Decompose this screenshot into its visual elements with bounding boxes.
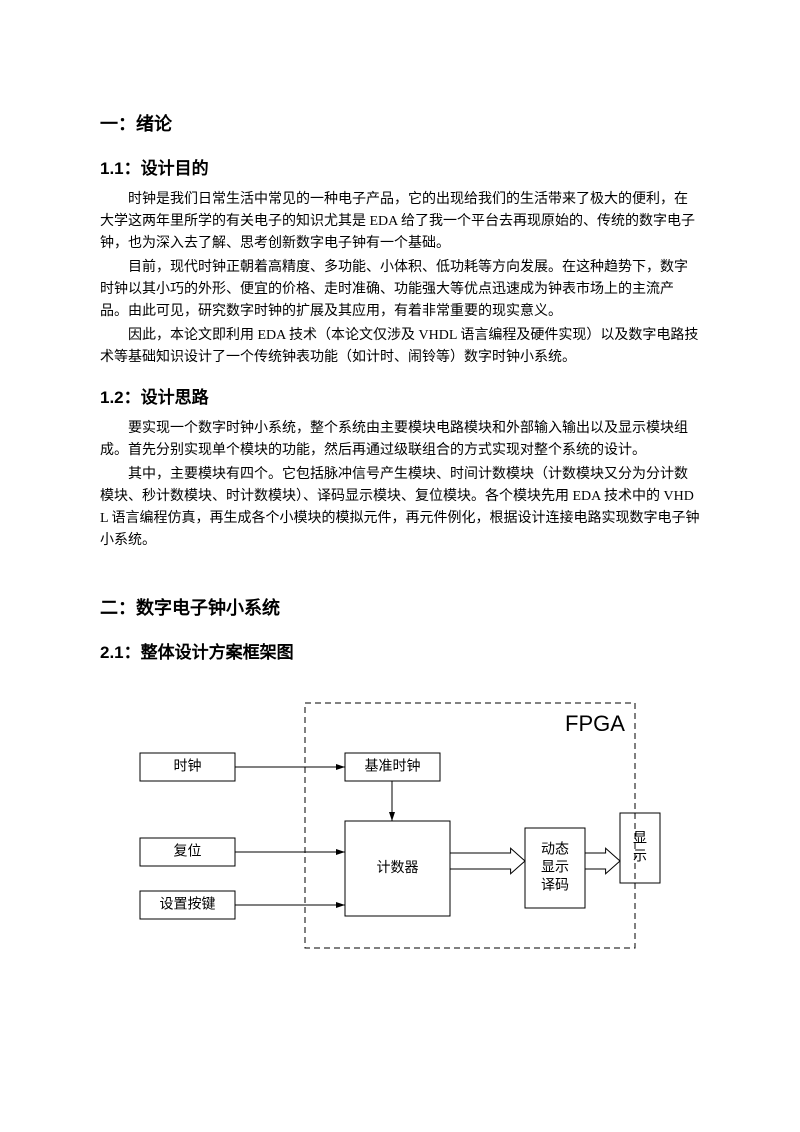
svg-text:动态: 动态 [541, 842, 569, 858]
para-1-2-1: 要实现一个数字时钟小系统，整个系统由主要模块电路模块和外部输入输出以及显示模块组… [100, 418, 700, 462]
para-1-1-2: 目前，现代时钟正朝着高精度、多功能、小体积、低功耗等方向发展。在这种趋势下，数字… [100, 257, 700, 323]
svg-text:设置按键: 设置按键 [160, 897, 216, 913]
svg-text:显示: 显示 [541, 861, 569, 876]
para-1-2-2: 其中，主要模块有四个。它包括脉冲信号产生模块、时间计数模块（计数模块又分为分计数… [100, 464, 700, 552]
section-2-title: 二：数字电子钟小系统 [100, 594, 700, 620]
svg-text:计数器: 计数器 [377, 860, 419, 876]
svg-text:基准时钟: 基准时钟 [365, 758, 421, 775]
section-2-1-title: 2.1：整体设计方案框架图 [100, 638, 700, 663]
svg-text:示: 示 [633, 850, 647, 865]
para-1-1-1: 时钟是我们日常生活中常见的一种电子产品，它的出现给我们的生活带来了极大的便利，在… [100, 189, 700, 255]
svg-text:FPGA: FPGA [565, 711, 625, 736]
svg-text:显: 显 [633, 832, 647, 847]
para-1-1-3: 因此，本论文即利用 EDA 技术（本论文仅涉及 VHDL 语言编程及硬件实现）以… [100, 325, 700, 369]
svg-text:复位: 复位 [174, 843, 202, 860]
svg-text:时钟: 时钟 [174, 758, 202, 775]
section-1-2-title: 1.2：设计思路 [100, 383, 700, 408]
architecture-diagram: FPGA时钟复位设置按键基准时钟计数器动态显示译码显示 [100, 693, 700, 953]
svg-text:译码: 译码 [541, 878, 569, 894]
section-1-1-title: 1.1：设计目的 [100, 154, 700, 179]
section-1-title: 一：绪论 [100, 110, 700, 136]
